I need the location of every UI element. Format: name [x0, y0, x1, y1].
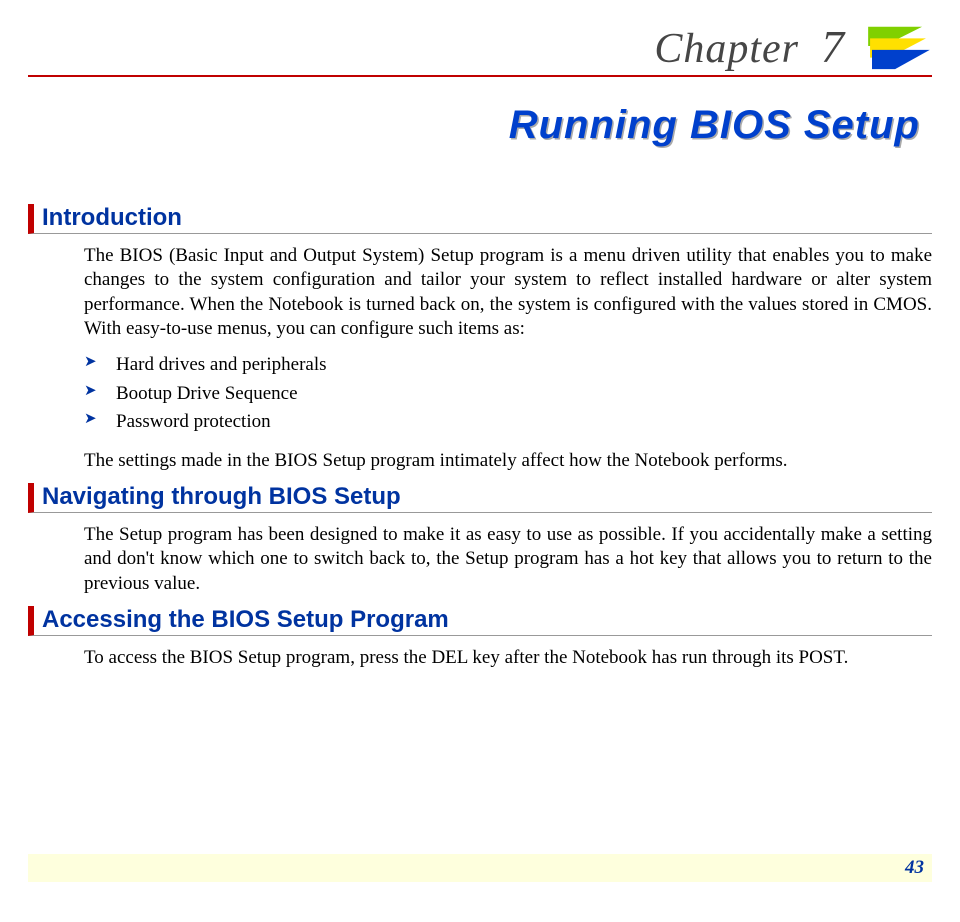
document-page: Chapter 7 Running BIOS Setup Introductio…: [0, 0, 960, 670]
page-number: 43: [905, 857, 924, 879]
section-heading-introduction: Introduction: [28, 204, 932, 234]
pennant-blue: [872, 49, 930, 68]
navigating-paragraph: The Setup program has been designed to m…: [84, 523, 932, 596]
list-item: Bootup Drive Sequence: [84, 380, 932, 409]
section-heading-navigating: Navigating through BIOS Setup: [28, 483, 932, 513]
list-item: Hard drives and peripherals: [84, 351, 932, 380]
header-rule: [28, 75, 932, 77]
page-footer: 43: [28, 854, 932, 882]
page-title: Running BIOS Setup: [28, 103, 920, 148]
chapter-number: 7: [821, 21, 846, 72]
accessing-paragraph: To access the BIOS Setup program, press …: [84, 646, 932, 670]
section-heading-accessing: Accessing the BIOS Setup Program: [28, 606, 932, 636]
chapter-label-wrap: Chapter 7: [654, 20, 846, 73]
intro-after-paragraph: The settings made in the BIOS Setup prog…: [84, 449, 932, 473]
chapter-label: Chapter: [654, 26, 799, 72]
list-item: Password protection: [84, 408, 932, 437]
intro-bullet-list: Hard drives and peripherals Bootup Drive…: [84, 351, 932, 437]
intro-paragraph: The BIOS (Basic Input and Output System)…: [84, 244, 932, 341]
chapter-pennant-icon: [864, 21, 932, 73]
chapter-header: Chapter 7: [28, 20, 932, 73]
